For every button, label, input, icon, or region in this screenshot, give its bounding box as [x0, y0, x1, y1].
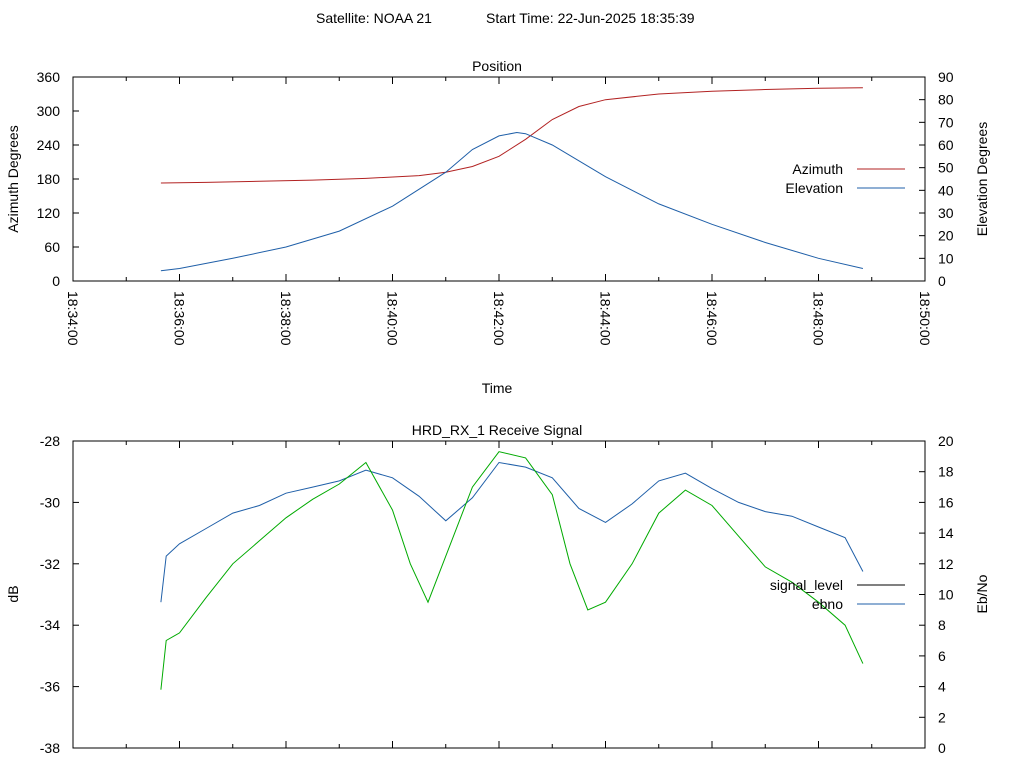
position-series-Azimuth	[160, 87, 863, 184]
signal-x-ticks	[72, 441, 926, 748]
signal-y2-tick-label: 2	[938, 709, 946, 725]
position-y-label: Azimuth Degrees	[5, 125, 21, 232]
position-y2-label: Elevation Degrees	[974, 122, 990, 236]
signal-legend-label: signal_level	[770, 577, 843, 593]
position-y2-tick-label: 20	[938, 228, 954, 244]
signal-y2-tick-label: 14	[938, 525, 954, 541]
position-y-tick-label: 360	[37, 69, 61, 85]
signal-y-tick-label: -38	[40, 740, 60, 756]
signal-y2-ticks: 0 2 4 6 8 10 12 14 16 18 20	[919, 433, 954, 756]
header-satellite: Satellite: NOAA 21	[316, 10, 432, 26]
signal-y2-tick-label: 12	[938, 556, 954, 572]
signal-series-ebno	[160, 461, 864, 603]
position-series	[160, 87, 864, 272]
signal-y-tick-label: -28	[40, 433, 60, 449]
signal-y-tick-label: -32	[40, 556, 60, 572]
signal-y2-tick-label: 18	[938, 464, 954, 480]
position-x-tick-label: 18:48:00	[811, 291, 827, 346]
signal-y-ticks: -38 -36 -34 -32 -30 -28	[40, 433, 79, 756]
position-y2-tick-label: 60	[938, 137, 954, 153]
position-y2-tick-label: 0	[938, 273, 946, 289]
position-x-tick-label: 18:40:00	[385, 291, 401, 346]
header-start-time: Start Time: 22-Jun-2025 18:35:39	[486, 10, 695, 26]
position-x-tick-label: 18:46:00	[704, 291, 720, 346]
signal-y-tick-label: -36	[40, 679, 60, 695]
position-legend-label: Azimuth	[792, 161, 843, 177]
signal-legend-label: ebno	[812, 596, 843, 612]
signal-y2-tick-label: 8	[938, 617, 946, 633]
position-x-tick-label: 18:34:00	[65, 291, 81, 346]
position-x-ticks: 18:34:00 18:36:00 18:38:00 18:40:00 18:42:00…	[65, 77, 933, 346]
signal-y2-label: Eb/No	[974, 574, 990, 613]
position-y-tick-label: 0	[52, 273, 60, 289]
signal-y-label: dB	[5, 585, 21, 602]
signal-y2-tick-label: 16	[938, 494, 954, 510]
signal-plot-frame	[72, 440, 926, 749]
signal-chart: HRD_RX_1 Receive Signal dB Eb/No -38-36-…	[5, 422, 990, 756]
position-y-tick-label: 120	[37, 205, 61, 221]
position-chart: Position Azimuth Degrees Elevation Degre…	[5, 58, 990, 396]
signal-y2-tick-label: 6	[938, 648, 946, 664]
position-y2-ticks: 0 10 20 30 40 50 60 70 80 90	[919, 69, 954, 289]
signal-y2-tick-label: 20	[938, 433, 954, 449]
signal-y-tick-label: -34	[40, 617, 60, 633]
position-x-tick-label: 18:38:00	[278, 291, 294, 346]
position-x-tick-label: 18:44:00	[598, 291, 614, 346]
position-y2-tick-label: 30	[938, 205, 954, 221]
position-x-label: Time	[482, 380, 513, 396]
position-legend: Azimuth Elevation	[785, 161, 905, 196]
position-y2-tick-label: 50	[938, 160, 954, 176]
position-y2-tick-label: 10	[938, 250, 954, 266]
position-x-tick-label: 18:42:00	[491, 291, 507, 346]
signal-y-tick-label: -30	[40, 494, 60, 510]
position-y-tick-label: 300	[37, 103, 61, 119]
position-series-Elevation	[160, 131, 864, 272]
position-x-tick-label: 18:36:00	[172, 291, 188, 346]
signal-title: HRD_RX_1 Receive Signal	[412, 422, 582, 438]
signal-y2-tick-label: 4	[938, 679, 946, 695]
signal-series	[160, 451, 864, 690]
position-y2-tick-label: 90	[938, 69, 954, 85]
position-y-tick-label: 180	[37, 171, 61, 187]
position-plot-frame	[72, 76, 926, 282]
position-y-ticks: 0 60 120 180 240 300 360	[37, 69, 79, 289]
position-legend-label: Elevation	[785, 180, 843, 196]
position-y2-tick-label: 80	[938, 92, 954, 108]
position-title: Position	[472, 58, 522, 74]
signal-series-trace-2	[160, 451, 864, 690]
signal-y2-tick-label: 0	[938, 740, 946, 756]
position-y-tick-label: 240	[37, 137, 61, 153]
position-y2-tick-label: 40	[938, 182, 954, 198]
position-y-tick-label: 60	[44, 239, 60, 255]
signal-y2-tick-label: 10	[938, 587, 954, 603]
position-x-tick-label: 18:50:00	[917, 291, 933, 346]
position-y2-tick-label: 70	[938, 114, 954, 130]
